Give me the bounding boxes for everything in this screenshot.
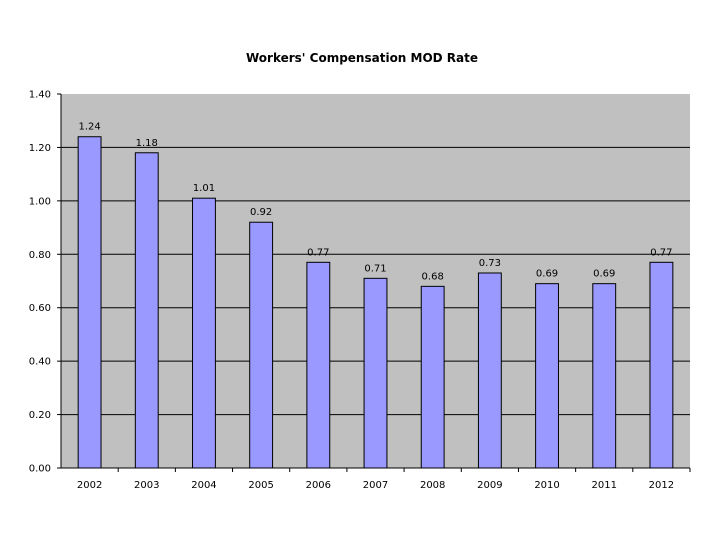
bar-2011 [592, 283, 617, 469]
y-tick-label: 0.40 [29, 357, 51, 368]
y-tick-label: 0.60 [29, 303, 51, 314]
data-label-2007: 0.71 [364, 263, 386, 274]
chart-title: Workers' Compensation MOD Rate [246, 51, 478, 65]
x-tick-label: 2005 [248, 480, 273, 491]
bar-2005 [249, 221, 274, 469]
data-label-2005: 0.92 [250, 207, 272, 218]
x-tick-label: 2003 [134, 480, 159, 491]
data-labels: 1.24 1.18 1.01 0.92 0.77 0.71 0.68 0.73 0.69 0.69… [78, 122, 672, 283]
x-tick-label: 2004 [191, 480, 216, 491]
data-label-2004: 1.01 [193, 183, 215, 194]
bar-2003 [134, 152, 159, 469]
bar-2006 [306, 261, 331, 469]
x-tick-label: 2010 [534, 480, 559, 491]
bar-2007 [363, 277, 388, 469]
y-tick-label: 1.40 [29, 90, 51, 101]
bar-2012 [649, 261, 674, 469]
x-tick-label: 2008 [420, 480, 445, 491]
y-tick-label: 1.00 [29, 196, 51, 207]
x-tick-label: 2009 [477, 480, 502, 491]
data-label-2009: 0.73 [479, 258, 501, 269]
data-label-2012: 0.77 [650, 247, 672, 258]
x-tick-label: 2006 [306, 480, 331, 491]
bar-2010 [535, 283, 559, 469]
x-axis-tick-labels: 2002 2003 2004 2005 2006 2007 2008 2009 2010 2011… [77, 468, 691, 491]
x-tick-label: 2011 [592, 480, 617, 491]
bar-2004 [192, 197, 216, 469]
y-axis-tick-labels: 0.00 0.20 0.40 0.60 0.80 1.00 1.20 1.40 [29, 90, 51, 475]
bar-2008 [420, 285, 445, 469]
data-label-2002: 1.24 [78, 122, 100, 133]
data-label-2006: 0.77 [307, 247, 329, 258]
x-tick-label: 2012 [649, 480, 674, 491]
data-label-2008: 0.68 [422, 271, 444, 282]
x-tick-label: 2002 [77, 480, 102, 491]
y-tick-label: 0.00 [29, 464, 51, 475]
data-label-2011: 0.69 [593, 269, 615, 280]
bar-2002 [77, 136, 102, 469]
y-tick-label: 0.20 [29, 410, 51, 421]
data-label-2003: 1.18 [136, 138, 158, 149]
y-tick-label: 1.20 [29, 143, 51, 154]
y-tick-label: 0.80 [29, 250, 51, 261]
data-label-2010: 0.69 [536, 269, 558, 280]
x-tick-label: 2007 [363, 480, 388, 491]
bar-2009 [477, 272, 502, 469]
